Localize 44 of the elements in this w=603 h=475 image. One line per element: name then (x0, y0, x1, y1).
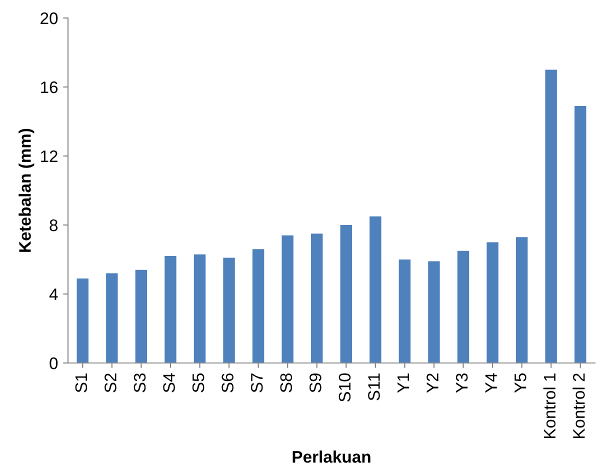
bar (252, 249, 264, 363)
x-tick-label: S1 (75, 374, 88, 392)
x-tick-label: S8 (280, 373, 292, 392)
x-tick-label: S4 (163, 373, 175, 392)
bar (340, 225, 352, 363)
bar (428, 261, 440, 363)
y-tick-label: 0 (50, 357, 58, 370)
y-axis-title: Ketebalan (mm) (18, 128, 34, 252)
x-tick-label: S11 (368, 374, 380, 400)
bar (516, 237, 528, 363)
y-tick-label: 4 (49, 288, 58, 300)
bar (135, 270, 148, 363)
bar (574, 106, 586, 363)
y-tick-label: 16 (41, 81, 58, 94)
bar (457, 250, 470, 363)
bar (194, 254, 206, 363)
x-tick-label: S2 (104, 374, 116, 392)
bar (486, 242, 498, 363)
x-tick-label: S10 (338, 373, 351, 402)
x-tick-label: Kontrol 2 (572, 374, 585, 438)
bar (164, 256, 176, 363)
y-tick-label: 12 (41, 150, 58, 162)
bar (398, 260, 411, 363)
x-tick-label: S5 (192, 373, 204, 392)
x-tick-label: Y3 (456, 373, 468, 393)
x-axis-title: Perlakuan (292, 450, 370, 463)
bar (282, 235, 294, 363)
x-tick-label: S9 (310, 374, 322, 392)
bar (223, 258, 235, 363)
bar (76, 278, 88, 363)
y-tick-label: 20 (40, 12, 58, 24)
bar (545, 70, 557, 363)
bar (106, 273, 118, 363)
x-tick-label: Y1 (398, 374, 410, 393)
y-tick-label: 8 (50, 219, 58, 232)
bar (370, 216, 382, 363)
x-tick-label: Y5 (514, 373, 526, 393)
x-tick-label: Y4 (485, 373, 497, 393)
x-tick-label: S3 (134, 373, 146, 392)
x-tick-label: S7 (250, 374, 263, 392)
x-tick-label: Kontrol 1 (543, 374, 556, 438)
bar (311, 234, 323, 363)
x-tick-label: Y2 (426, 374, 438, 393)
x-tick-label: S6 (222, 373, 234, 392)
